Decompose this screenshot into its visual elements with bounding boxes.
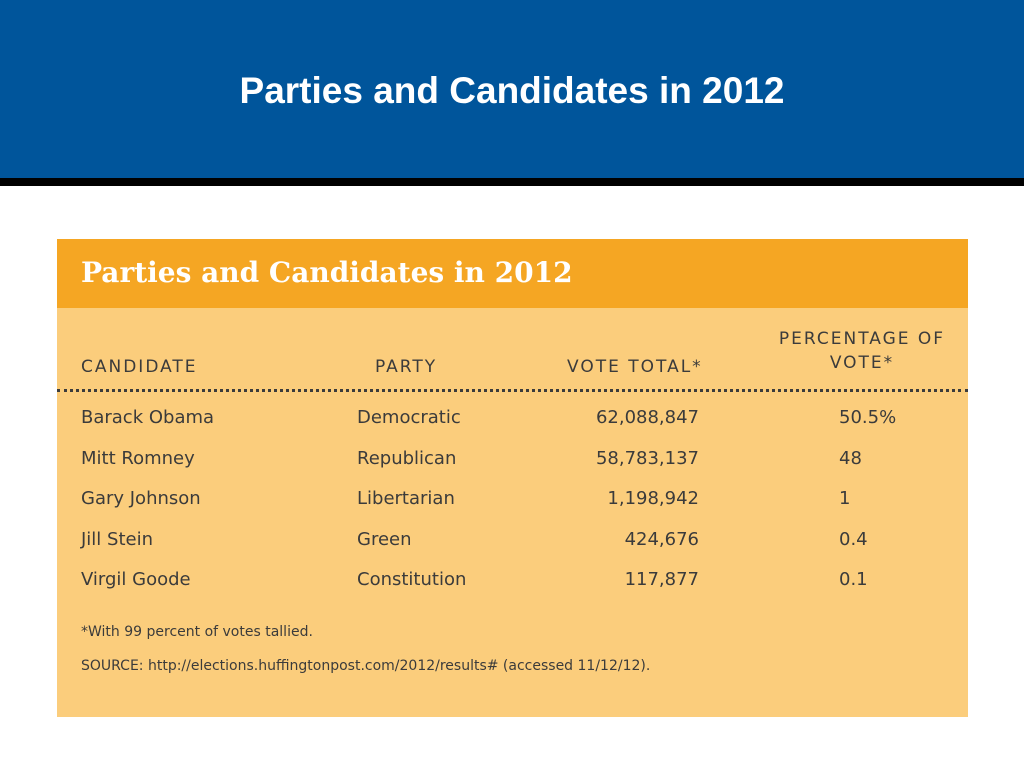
party-name: Green [357, 529, 412, 550]
vote-total: 58,783,137 [595, 448, 699, 469]
results-table-card: Parties and Candidates in 2012 CANDIDATE… [57, 239, 968, 717]
party-name: Democratic [357, 407, 461, 428]
candidate-name: Barack Obama [81, 407, 215, 428]
vote-percentage: 0.1 [839, 569, 868, 590]
title-banner: Parties and Candidates in 2012 [0, 0, 1024, 178]
party-name: Libertarian [357, 488, 455, 509]
vote-total: 117,877 [624, 569, 699, 590]
candidate-name: Mitt Romney [81, 448, 195, 469]
header-dotted-divider [57, 389, 968, 392]
column-header-percentage: PERCENTAGE OF VOTE* [778, 329, 946, 373]
party-name: Constitution [357, 569, 467, 590]
table-row: Mitt Romney Republican 58,783,137 48 [57, 444, 968, 474]
table-title: Parties and Candidates in 2012 [81, 256, 573, 289]
table-row: Barack Obama Democratic 62,088,847 50.5% [57, 403, 968, 433]
vote-total: 62,088,847 [595, 407, 699, 428]
vote-percentage: 1 [839, 488, 851, 509]
banner-divider [0, 178, 1024, 186]
table-row: Jill Stein Green 424,676 0.4 [57, 525, 968, 555]
table-row: Gary Johnson Libertarian 1,198,942 1 [57, 484, 968, 514]
vote-total: 424,676 [624, 529, 699, 550]
vote-percentage: 50.5% [839, 407, 897, 428]
column-header-party: PARTY [375, 357, 438, 377]
vote-total: 1,198,942 [607, 488, 699, 509]
table-footnote: *With 99 percent of votes tallied. [81, 624, 313, 640]
table-header-bar: Parties and Candidates in 2012 [57, 239, 968, 308]
party-name: Republican [357, 448, 457, 469]
table-source: SOURCE: http://elections.huffingtonpost.… [81, 658, 651, 674]
candidate-name: Jill Stein [81, 529, 153, 550]
candidate-name: Gary Johnson [81, 488, 201, 509]
vote-percentage: 0.4 [839, 529, 868, 550]
slide-title: Parties and Candidates in 2012 [239, 70, 785, 111]
candidate-name: Virgil Goode [81, 569, 191, 590]
vote-percentage: 48 [839, 448, 862, 469]
column-header-vote-total: VOTE TOTAL* [567, 357, 703, 377]
table-row: Virgil Goode Constitution 117,877 0.1 [57, 565, 968, 595]
column-header-candidate: CANDIDATE [81, 357, 198, 377]
